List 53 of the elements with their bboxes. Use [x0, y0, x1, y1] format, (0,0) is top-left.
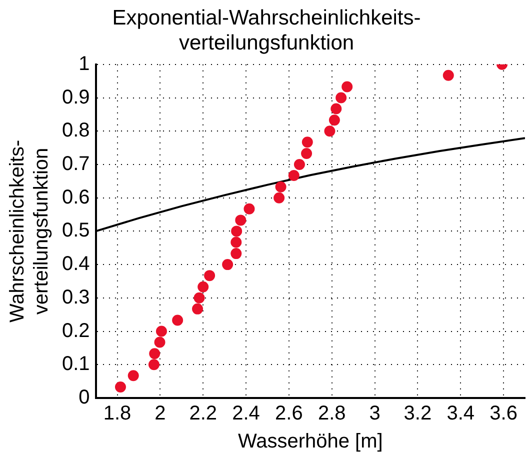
point: [192, 303, 204, 314]
point: [172, 314, 184, 326]
x-tick-label: 2.2: [189, 402, 218, 425]
point: [301, 148, 312, 159]
y-tick-label: 0.6: [62, 186, 90, 208]
point: [288, 170, 300, 181]
point: [342, 81, 353, 92]
x-tick-label: 1.8: [103, 402, 132, 425]
x-tick-label: 2: [154, 402, 166, 425]
point: [149, 348, 160, 360]
point: [222, 259, 234, 270]
point: [154, 336, 166, 348]
y-tick-label: 0.1: [62, 353, 90, 376]
x-tick-label: 3.6: [490, 402, 518, 425]
point: [194, 292, 205, 304]
point: [330, 103, 342, 114]
y-tick-label: 0.3: [62, 286, 90, 308]
y-tick-label: 0: [78, 386, 90, 409]
y-tick-label: 0.8: [62, 120, 90, 142]
y-axis-title: Wahrscheinlichkeits- verteilungsfunktion: [6, 140, 53, 323]
x-tick-label: 2.6: [275, 402, 303, 425]
y-tick-label: 1: [78, 52, 90, 75]
point: [156, 326, 167, 337]
point: [336, 92, 347, 104]
point: [148, 359, 160, 370]
point: [230, 248, 242, 260]
x-tick-label: 3.2: [404, 402, 432, 425]
point: [204, 270, 216, 282]
y-tick-label: 0.4: [62, 253, 90, 276]
x-axis-title: Wasserhöhe [m]: [238, 430, 383, 453]
point: [324, 126, 336, 137]
x-tick-label: 2.8: [318, 402, 346, 425]
point: [275, 181, 286, 192]
point: [230, 236, 242, 248]
point: [114, 381, 126, 392]
y-tick-label: 0.2: [62, 320, 90, 342]
point: [328, 114, 340, 126]
point: [294, 158, 305, 170]
point: [442, 70, 454, 81]
y-tick-label: 0.9: [62, 86, 90, 108]
point: [235, 214, 246, 226]
x-tick-label: 3.4: [446, 402, 475, 425]
x-tick-label: 2.4: [232, 402, 260, 425]
point: [244, 203, 255, 214]
chart-title: Exponential-Wahrscheinlichkeits- verteilungsfunktion: [112, 6, 421, 55]
point: [302, 136, 313, 148]
point: [198, 281, 209, 292]
point: [231, 226, 242, 237]
point: [128, 370, 139, 382]
point: [274, 192, 285, 204]
x-tick-label: 3: [369, 402, 380, 425]
y-tick-label: 0.7: [62, 152, 90, 175]
y-tick-label: 0.5: [62, 220, 90, 242]
